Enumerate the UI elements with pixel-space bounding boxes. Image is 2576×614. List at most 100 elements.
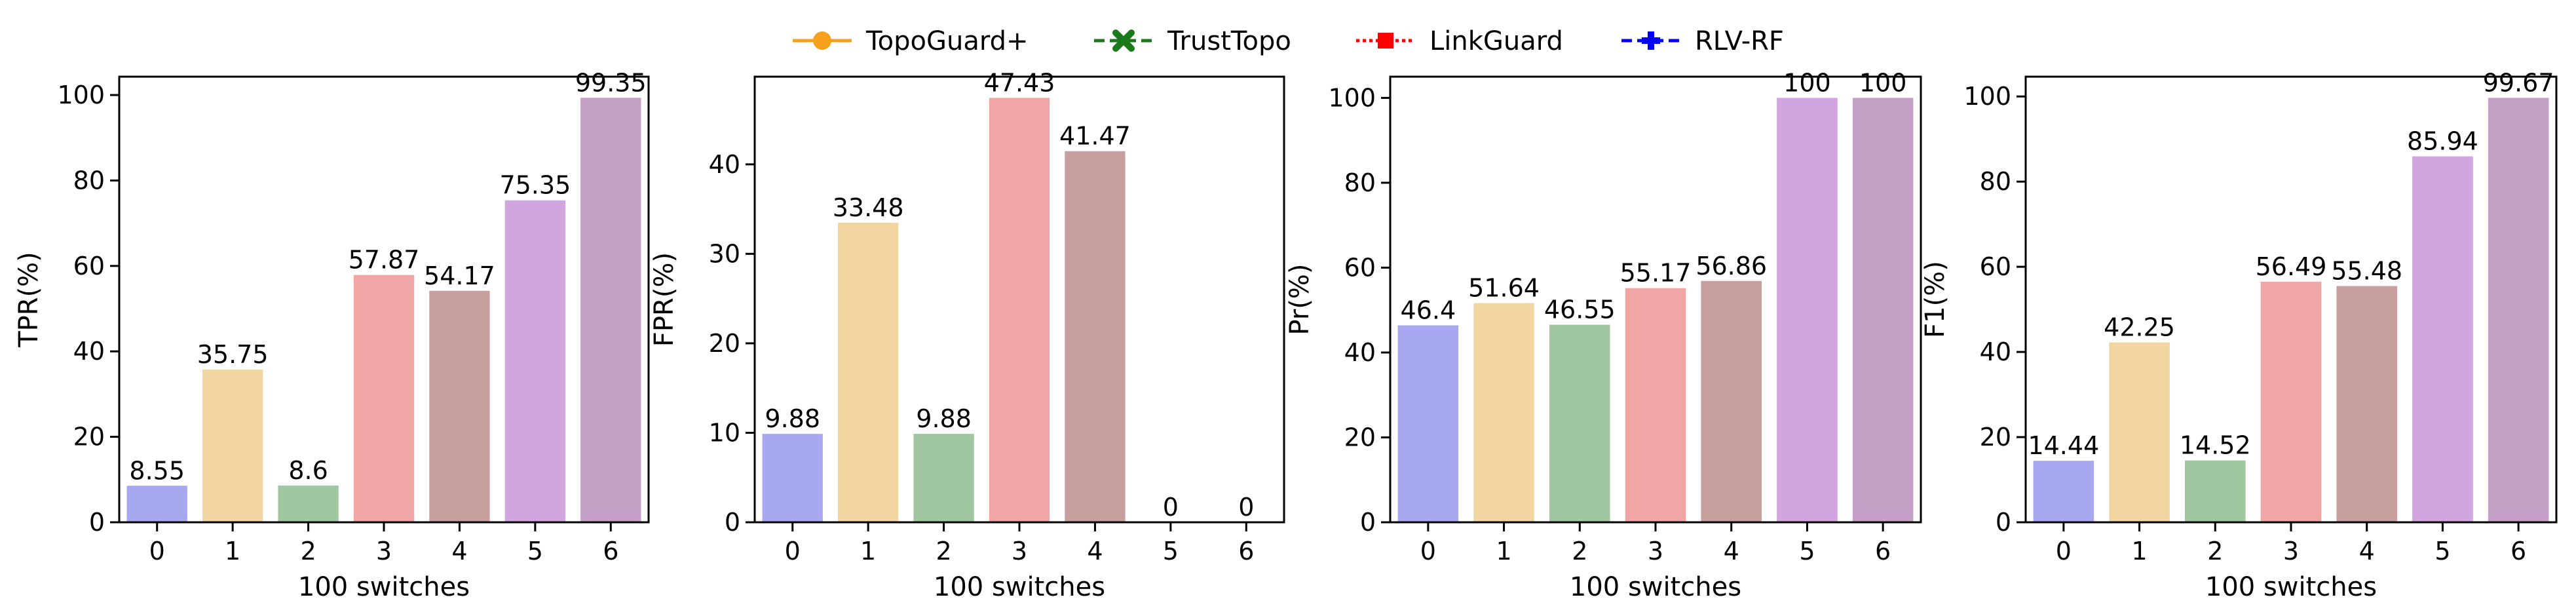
legend-entry: RLV-RF — [1621, 26, 1784, 56]
bar — [1397, 325, 1459, 522]
y-axis-label: Pr(%) — [1285, 263, 1315, 335]
x-tick-label: 1 — [225, 537, 240, 566]
y-axis-label: F1(%) — [1920, 261, 1950, 338]
bar — [580, 98, 641, 523]
y-tick-label: 30 — [709, 239, 740, 268]
y-tick-label: 80 — [1344, 168, 1376, 197]
x-tick-label: 4 — [2359, 537, 2375, 566]
bar — [2488, 98, 2549, 522]
plot-frame — [2024, 75, 2558, 524]
data-label: 47.43 — [984, 68, 1055, 97]
data-label: 85.94 — [2407, 127, 2478, 156]
x-tick-label: 0 — [785, 537, 801, 566]
x-tick-label: 3 — [2283, 537, 2299, 566]
bar — [202, 369, 263, 522]
legend-marker-circle — [813, 31, 831, 50]
x-tick-label: 2 — [936, 537, 951, 566]
y-tick-label: 40 — [1980, 337, 2011, 366]
legend-marker-x — [1112, 29, 1135, 52]
data-label: 46.4 — [1401, 296, 1456, 325]
x-tick-label: 5 — [527, 537, 543, 566]
bar — [762, 434, 823, 522]
y-tick-label: 100 — [57, 81, 105, 109]
legend-marker-square — [1378, 33, 1393, 48]
bar — [1777, 98, 1838, 522]
x-tick-label: 5 — [1799, 537, 1815, 566]
x-tick-label: 3 — [376, 537, 392, 566]
chart-panel-4: 14.44 0 42.25 1 14.52 2 56.49 3 55.48 4 85.94 5 99.6… — [1920, 68, 2558, 602]
y-tick-label: 40 — [709, 150, 740, 179]
y-tick-label: 0 — [1360, 508, 1376, 537]
x-axis-label: 100 switches — [298, 572, 470, 602]
y-tick-label: 40 — [1344, 338, 1376, 367]
bar — [1625, 288, 1686, 522]
bar — [1852, 98, 1914, 522]
chart-panels: 8.55035.7518.6257.87354.17475.35599.3560… — [14, 68, 2558, 602]
data-label: 9.88 — [765, 404, 820, 433]
bar — [1473, 303, 1534, 522]
bar — [2033, 461, 2094, 522]
x-tick-label: 4 — [1087, 537, 1103, 566]
chart-panel-2: 9.88033.4819.88247.43341.474050601020304… — [649, 68, 1285, 602]
y-tick-label: 20 — [709, 329, 740, 358]
y-tick-label: 60 — [1980, 252, 2011, 281]
bar — [2185, 460, 2246, 522]
bar — [913, 434, 974, 522]
plot-frame — [118, 75, 650, 524]
data-label: 100 — [1783, 68, 1831, 97]
x-tick-label: 4 — [1724, 537, 1739, 566]
data-label: 0 — [1238, 493, 1254, 522]
x-tick-label: 2 — [300, 537, 316, 566]
y-tick-label: 20 — [1980, 423, 2011, 451]
y-tick-label: 20 — [73, 423, 105, 451]
data-label: 14.44 — [2028, 431, 2099, 460]
bar — [353, 275, 415, 522]
x-tick-label: 6 — [603, 537, 618, 566]
y-tick-label: 100 — [1328, 83, 1376, 112]
bar — [278, 485, 339, 522]
data-label: 99.67 — [2483, 68, 2554, 97]
data-label: 0 — [1163, 493, 1179, 522]
x-axis-label: 100 switches — [1570, 572, 1741, 602]
y-axis-label: FPR(%) — [649, 252, 679, 347]
y-tick-label: 0 — [1996, 508, 2011, 537]
x-tick-label: 6 — [1238, 537, 1254, 566]
x-tick-label: 4 — [451, 537, 467, 566]
data-label: 56.86 — [1695, 252, 1767, 280]
x-tick-label: 0 — [149, 537, 165, 566]
bar — [504, 200, 566, 522]
bar — [1549, 324, 1610, 522]
data-label: 55.17 — [1620, 259, 1692, 288]
legend-label: LinkGuard — [1430, 26, 1563, 56]
legend: TopoGuard+ TrustTopo LinkGuard RLV-RF — [793, 26, 1784, 56]
x-tick-label: 6 — [2510, 537, 2526, 566]
x-tick-label: 3 — [1012, 537, 1027, 566]
x-axis-label: 100 switches — [2205, 572, 2377, 602]
bar — [1701, 280, 1762, 522]
data-label: 42.25 — [2104, 313, 2175, 341]
data-label: 46.55 — [1544, 296, 1616, 324]
x-tick-label: 2 — [2207, 537, 2223, 566]
bar — [989, 98, 1050, 522]
x-tick-label: 3 — [1648, 537, 1663, 566]
y-tick-label: 40 — [73, 337, 105, 366]
y-axis-label: TPR(%) — [14, 252, 44, 348]
data-label: 55.48 — [2331, 256, 2402, 285]
y-tick-label: 80 — [73, 166, 105, 195]
x-tick-label: 0 — [2056, 537, 2072, 566]
data-label: 57.87 — [349, 246, 420, 275]
y-tick-label: 80 — [1980, 167, 2011, 196]
y-tick-label: 100 — [1963, 82, 2011, 111]
data-label: 100 — [1859, 68, 1907, 97]
bar — [2336, 286, 2397, 522]
data-label: 41.47 — [1059, 122, 1131, 151]
y-tick-label: 0 — [89, 508, 105, 537]
x-tick-label: 1 — [860, 537, 876, 566]
bar — [2260, 281, 2322, 522]
data-label: 54.17 — [424, 261, 495, 290]
chart-panel-1: 8.55035.7518.6257.87354.17475.35599.3560… — [14, 68, 650, 602]
data-label: 8.6 — [288, 456, 328, 485]
x-tick-label: 0 — [1420, 537, 1436, 566]
x-tick-label: 1 — [1496, 537, 1511, 566]
bar — [429, 290, 490, 522]
